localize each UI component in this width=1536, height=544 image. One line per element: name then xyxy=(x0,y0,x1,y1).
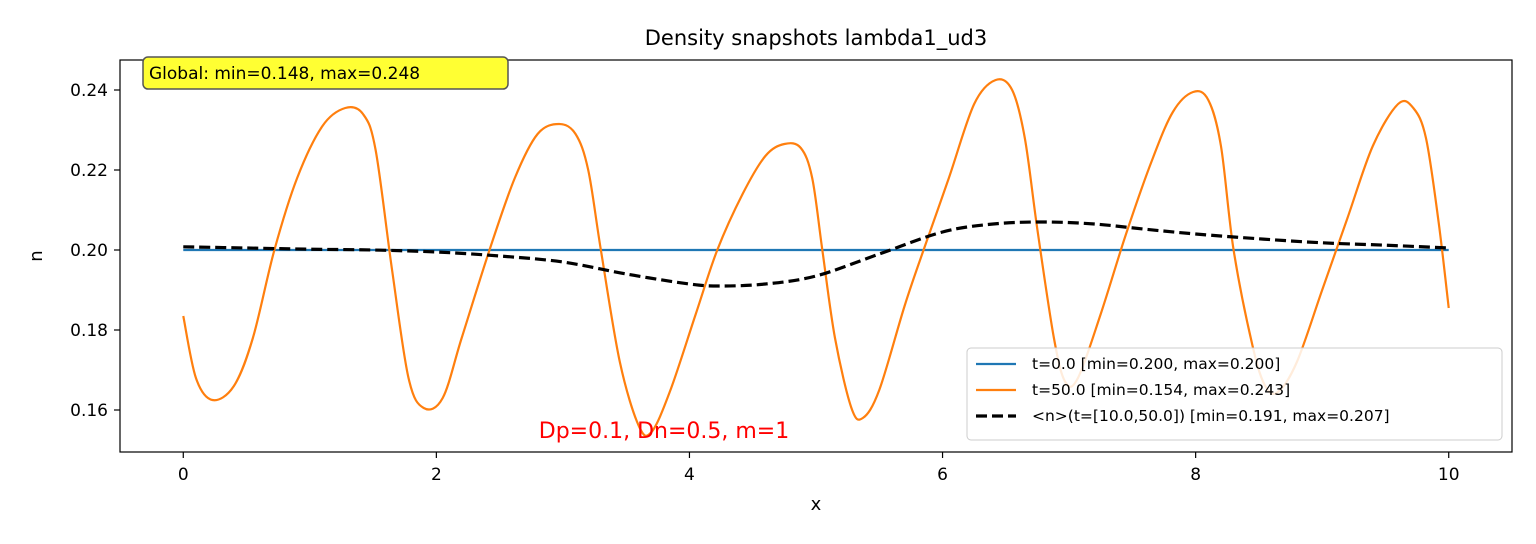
x-tick-label: 8 xyxy=(1190,465,1201,485)
legend-label: <n>(t=[10.0,50.0]) [min=0.191, max=0.207… xyxy=(1032,407,1390,425)
y-tick-label: 0.22 xyxy=(70,161,108,181)
legend-label: t=50.0 [min=0.154, max=0.243] xyxy=(1032,381,1290,399)
legend-entries: t=0.0 [min=0.200, max=0.200] t=50.0 [min=… xyxy=(976,355,1390,425)
y-axis: 0.16 0.18 0.20 0.22 0.24 xyxy=(70,81,120,421)
global-annotation: Global: min=0.148, max=0.248 xyxy=(142,56,509,90)
x-tick-label: 2 xyxy=(431,465,442,485)
chart-title: Density snapshots lambda1_ud3 xyxy=(645,26,987,51)
y-tick-label: 0.20 xyxy=(70,241,108,261)
x-tick-label: 4 xyxy=(684,465,695,485)
x-axis-label: x xyxy=(811,494,822,515)
x-tick-label: 10 xyxy=(1438,465,1460,485)
legend-label: t=0.0 [min=0.200, max=0.200] xyxy=(1032,355,1280,373)
y-axis-label: n xyxy=(26,250,47,261)
series-layer xyxy=(182,78,1450,437)
x-tick-label: 6 xyxy=(937,465,948,485)
global-annotation-text: Global: min=0.148, max=0.248 xyxy=(149,64,420,84)
series-line-t50 xyxy=(182,78,1450,437)
plot-frame xyxy=(119,59,1513,453)
params-annotation: Dp=0.1, Dn=0.5, m=1 xyxy=(539,419,789,444)
y-tick-label: 0.24 xyxy=(70,81,108,101)
global-annotation-box xyxy=(142,56,509,90)
x-axis: 0 2 4 6 8 10 xyxy=(178,452,1460,485)
y-tick-label: 0.18 xyxy=(70,321,108,341)
legend-box xyxy=(966,347,1503,441)
legend: t=0.0 [min=0.200, max=0.200] t=50.0 [min=… xyxy=(966,347,1503,441)
x-tick-label: 0 xyxy=(178,465,189,485)
y-tick-label: 0.16 xyxy=(70,401,108,421)
